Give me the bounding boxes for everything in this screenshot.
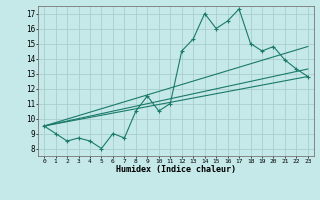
X-axis label: Humidex (Indice chaleur): Humidex (Indice chaleur) (116, 165, 236, 174)
